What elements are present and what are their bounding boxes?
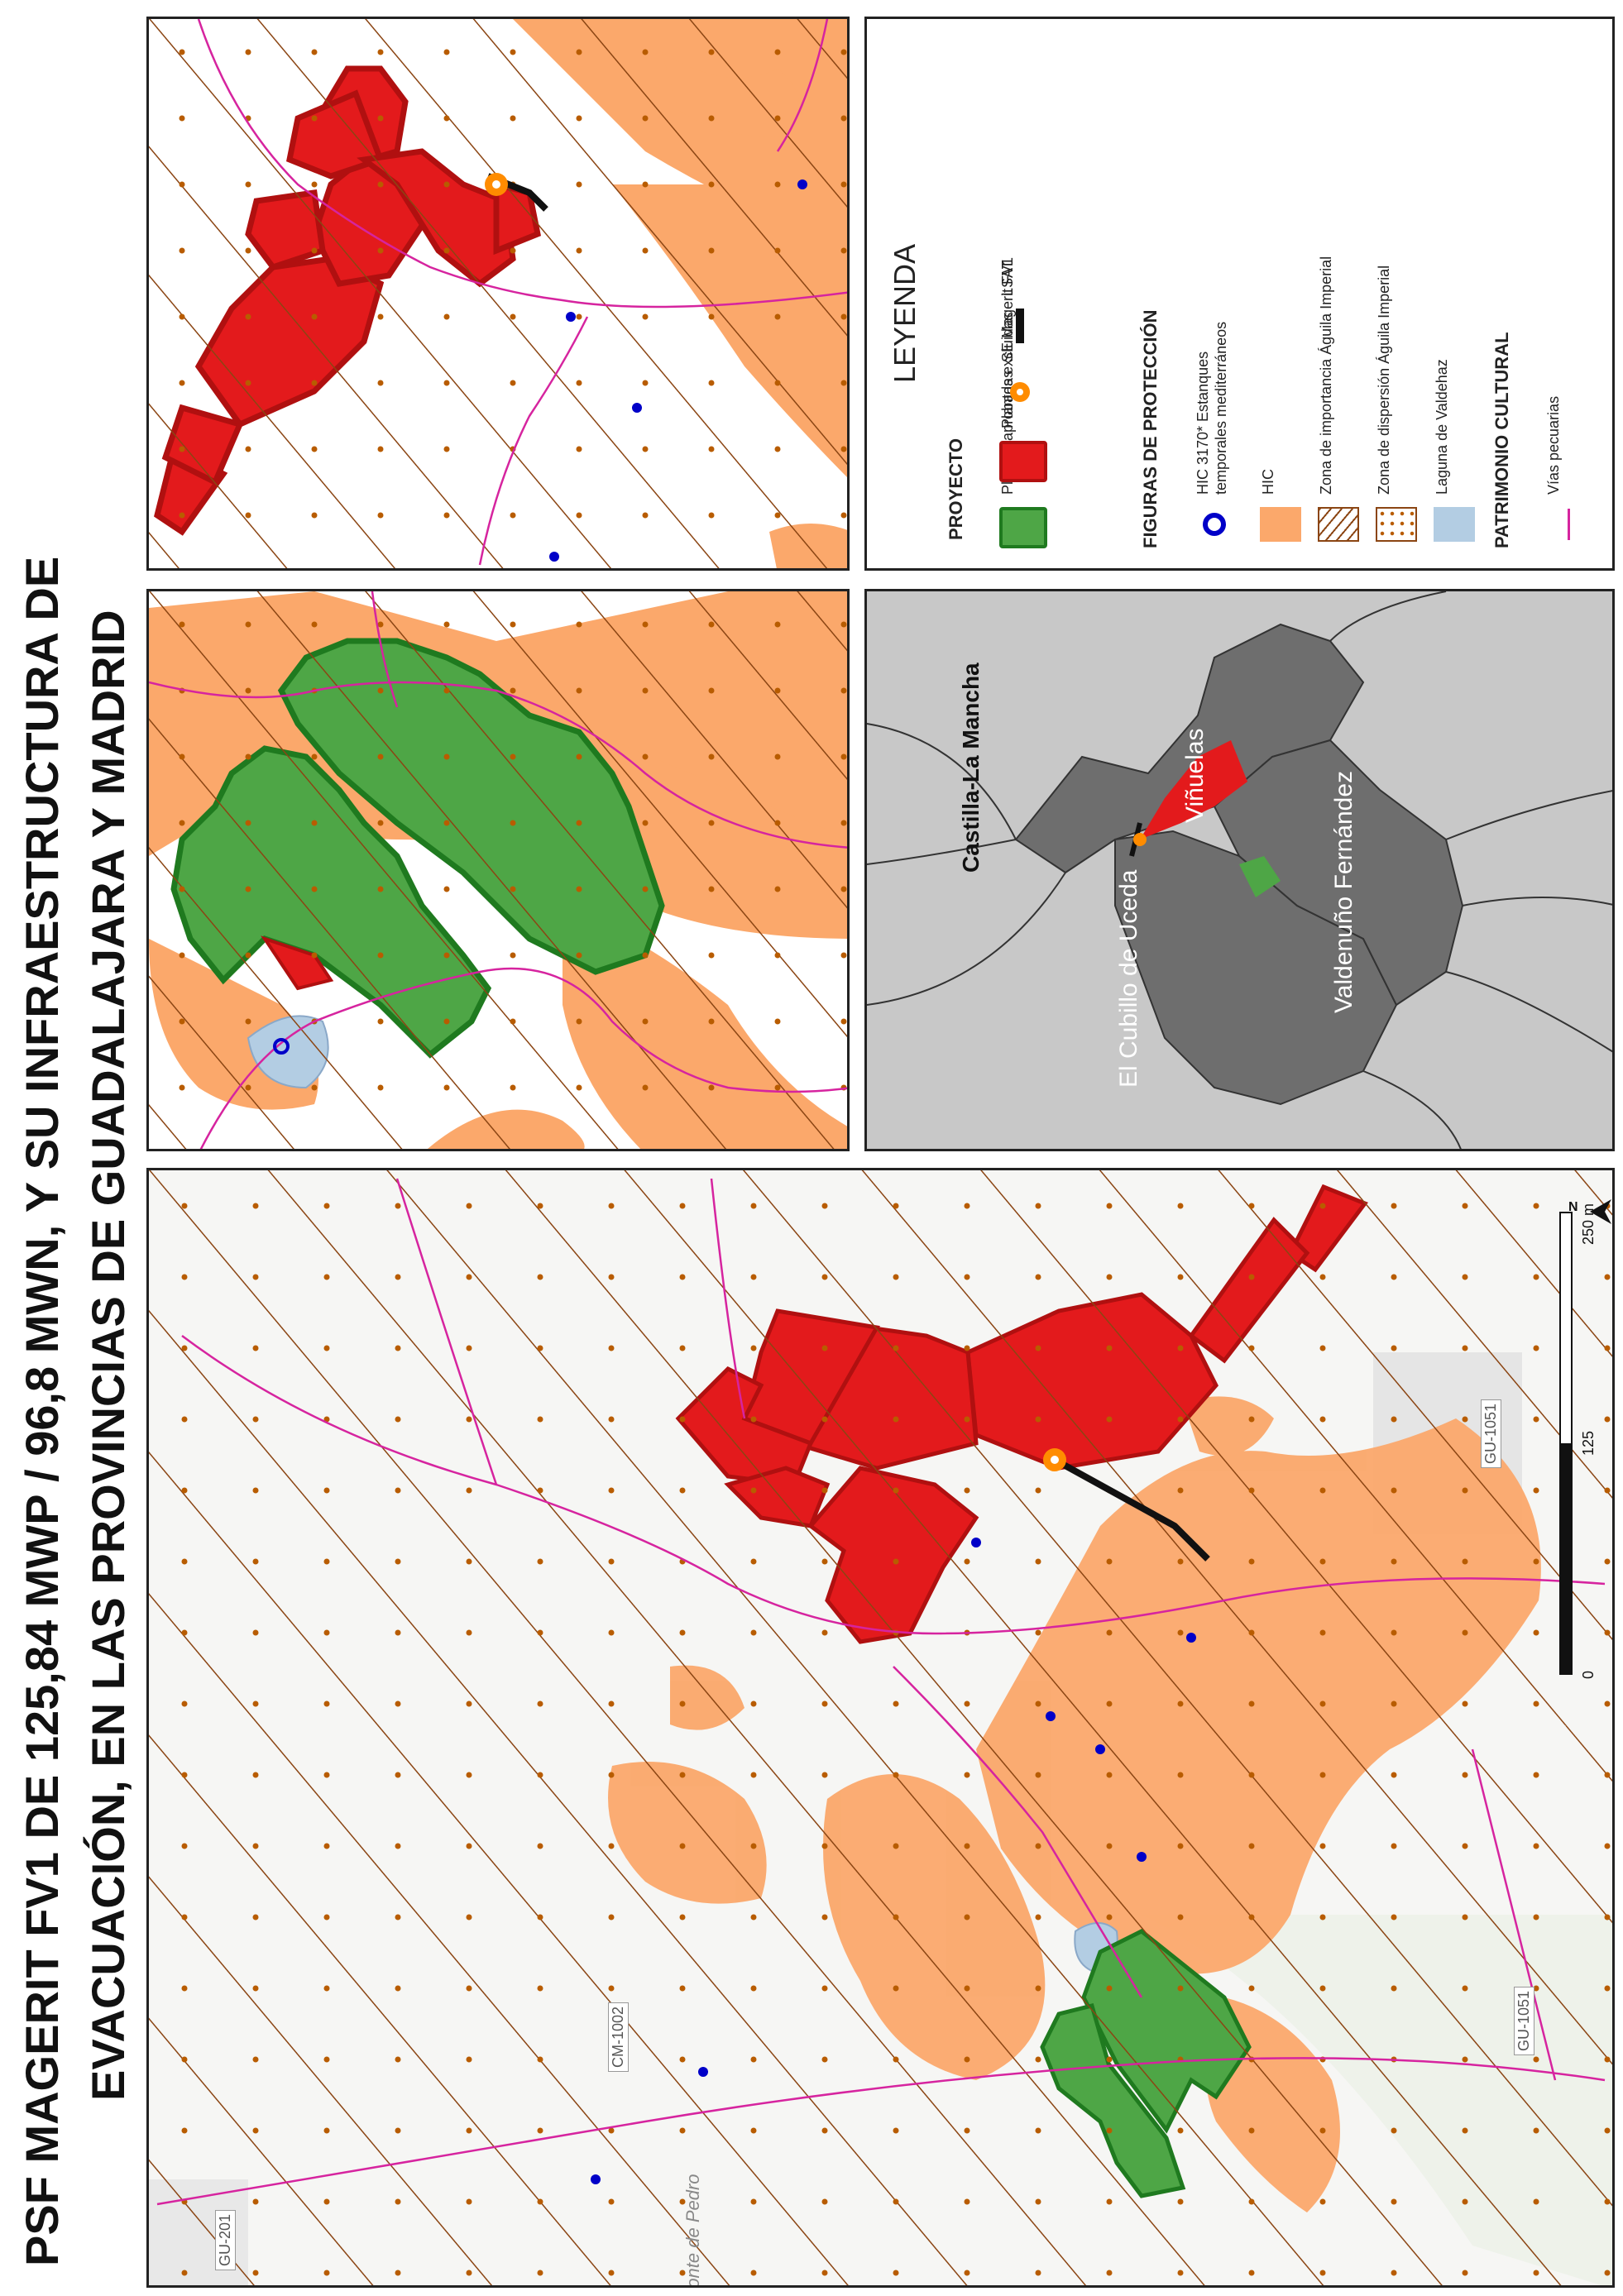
lsat-line xyxy=(1053,1457,1210,1562)
se-magerit-icon xyxy=(1133,833,1147,846)
legend-item-vias: Vías pecuarias xyxy=(1545,395,1562,495)
legend-swatch-ponds xyxy=(1194,507,1235,542)
legend-heading-proteccion: FIGURAS DE PROTECCIÓN xyxy=(1140,309,1161,548)
dispersion-zone-dots xyxy=(149,19,847,568)
page-title-line1: PSF MAGERIT FV1 DE 125,84 MWP / 96,8 MWN… xyxy=(16,556,68,2266)
legend-item-ponds: HIC 3170* Estanques temporales mediterrá… xyxy=(1195,321,1229,495)
legend-item-dispersion: Zona de dispersión Águila Imperial xyxy=(1376,265,1392,495)
main-map: GU-201 CM-1002 GU-1051 GU-1051 Monte de … xyxy=(146,1168,1615,2288)
vias-pecuarias xyxy=(156,1178,1606,2206)
legend-heading-patrimonio: PATRIMONIO CULTURAL xyxy=(1491,332,1512,548)
legend-swatch-lsat xyxy=(1016,309,1024,343)
project-approved-zone xyxy=(1239,856,1281,897)
scale-label-0: 0 xyxy=(1580,1670,1597,1679)
se-magerit-center xyxy=(492,180,500,189)
vias-pecuarias xyxy=(149,591,847,1149)
north-label: N xyxy=(1568,1200,1578,1214)
project-excluded-zone xyxy=(1140,740,1247,839)
boundary-lines xyxy=(867,591,1612,1149)
detail-map-approved xyxy=(146,589,850,1151)
locator-map: Castilla-La Mancha Viñuelas El Cubillo d… xyxy=(864,589,1615,1151)
legend-item-lsat: LSAT xyxy=(999,260,1016,296)
hic-3170-pond-icon xyxy=(273,1038,290,1055)
place-label: Monte de Pedro xyxy=(682,2174,703,2288)
legend-item-importance: Zona de importancia Águila Imperial xyxy=(1318,256,1334,495)
detail-excluded-svg xyxy=(149,19,847,568)
page-title-line2: EVACUACIÓN, EN LAS PROVINCIAS DE GUADALA… xyxy=(82,610,134,2101)
hic-3170-pond-icon xyxy=(1203,513,1226,536)
municipality-label-cubillo: El Cubillo de Uceda xyxy=(1115,869,1142,1088)
municipality-areas xyxy=(1014,623,1464,1106)
legend-item-hic: HIC xyxy=(1260,469,1276,495)
se-magerit-center xyxy=(1051,1456,1059,1464)
legend-swatch-importance xyxy=(1318,507,1359,542)
region-label: Castilla-La Mancha xyxy=(958,662,984,873)
legend-item-laguna: Laguna de Valdehaz xyxy=(1434,359,1450,495)
north-arrow-icon xyxy=(1590,1199,1611,1224)
scale-label-250: 250 m xyxy=(1580,1203,1597,1245)
municipality-label-vinuelas: Viñuelas xyxy=(1181,728,1209,823)
hic-3170-ponds xyxy=(591,1538,1196,2184)
locator-svg xyxy=(867,591,1612,1149)
legend-swatch-dispersion xyxy=(1376,507,1417,542)
scale-label-125: 125 xyxy=(1580,1430,1597,1456)
scale-bar xyxy=(1559,1212,1573,1675)
municipality-label-valdenuno: Valdenuño Fernández xyxy=(1330,771,1357,1013)
north-arrow xyxy=(1588,1187,1612,1236)
road-label: GU-1051 xyxy=(1481,1399,1501,1468)
se-magerit-icon xyxy=(1010,382,1030,402)
legend-swatch-laguna xyxy=(1434,507,1475,542)
dispersion-zone-dots xyxy=(149,591,847,1149)
dispersion-zone-dots xyxy=(149,1170,1612,2285)
legend-heading-proyecto: PROYECTO xyxy=(946,438,966,540)
legend-title: LEYENDA xyxy=(888,243,922,383)
road-label: GU-201 xyxy=(215,2209,236,2270)
legend: LEYENDA PROYECTO Plantas aprobadas Plant… xyxy=(864,17,1615,571)
legend-swatch-approved xyxy=(999,507,1047,548)
main-map-svg xyxy=(149,1170,1612,2285)
legend-swatch-hic xyxy=(1260,507,1301,542)
road-label: CM-1002 xyxy=(608,2002,629,2072)
road-label: GU-1051 xyxy=(1514,1986,1534,2055)
detail-map-excluded xyxy=(146,17,850,571)
detail-approved-svg xyxy=(149,591,847,1149)
legend-swatch-vias xyxy=(1568,509,1570,540)
hic-3170-ponds xyxy=(549,179,807,562)
legend-swatch-excluded xyxy=(999,441,1047,482)
vias-pecuarias xyxy=(197,19,847,566)
legend-swatch-se xyxy=(999,375,1041,409)
